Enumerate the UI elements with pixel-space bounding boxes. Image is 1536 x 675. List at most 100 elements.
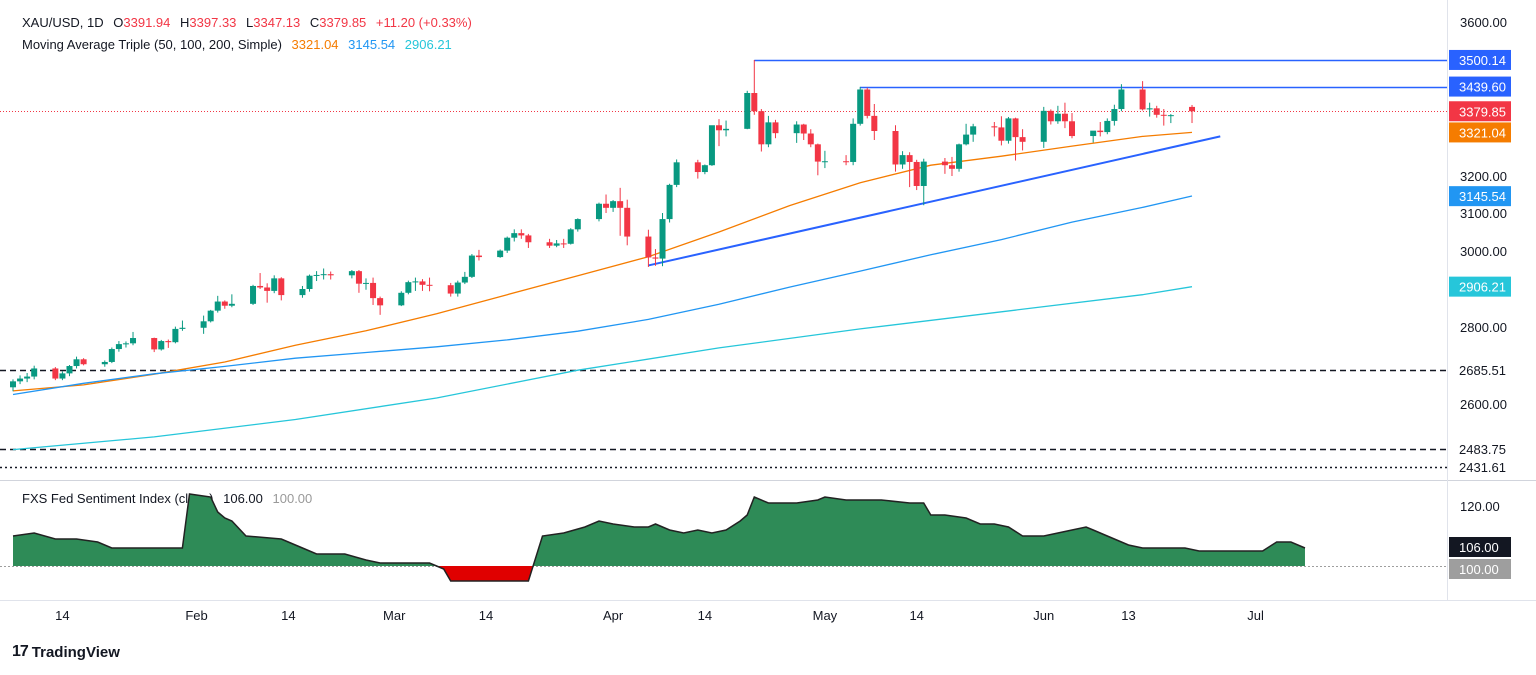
candle xyxy=(1111,104,1118,126)
candle xyxy=(574,218,581,232)
time-tick-label: 14 xyxy=(55,608,69,623)
candle-body xyxy=(864,89,871,116)
high-label: H3397.33 xyxy=(180,15,236,30)
candle-body xyxy=(511,233,518,238)
ma-title[interactable]: Moving Average Triple (50, 100, 200, Sim… xyxy=(22,37,282,52)
ma-line-50 xyxy=(12,131,1193,392)
candle-body xyxy=(1146,108,1153,110)
candle xyxy=(454,280,461,297)
candle xyxy=(398,291,405,307)
candle-body xyxy=(913,161,920,186)
candle xyxy=(913,159,920,191)
price-badge: 2431.61 xyxy=(1448,456,1512,478)
candle-body xyxy=(758,111,765,145)
candle xyxy=(525,233,532,248)
candle xyxy=(1090,130,1097,143)
candle-body xyxy=(998,127,1005,141)
candle-body xyxy=(871,115,878,131)
price-badge: 3500.14 xyxy=(1449,49,1511,70)
candle xyxy=(1118,84,1125,112)
price-badge-bg xyxy=(1449,186,1511,207)
candle-body xyxy=(595,203,602,220)
candle xyxy=(518,229,525,239)
candle-body xyxy=(617,201,624,208)
candle-body xyxy=(1097,130,1104,133)
candle-body xyxy=(892,131,899,165)
price-badge-text: 3379.85 xyxy=(1459,104,1506,119)
candle xyxy=(800,123,807,140)
candle-body xyxy=(130,338,137,344)
candle-body xyxy=(603,203,610,208)
candle-body xyxy=(906,155,913,162)
candle-body xyxy=(271,278,278,291)
price-badge-text: 3439.60 xyxy=(1459,80,1506,95)
candle xyxy=(278,277,285,301)
candle xyxy=(24,372,31,383)
candle xyxy=(412,277,419,291)
symbol-label[interactable]: XAU/USD, 1D xyxy=(22,15,104,30)
indicator-title[interactable]: FXS Fed Sentiment Index (close) xyxy=(22,491,214,506)
candle xyxy=(1012,117,1019,161)
candle xyxy=(405,280,412,295)
candle xyxy=(1040,106,1047,148)
candle-body xyxy=(772,122,779,134)
candle-body xyxy=(793,124,800,134)
candle xyxy=(744,90,751,130)
indicator-value-badge-bg xyxy=(1449,537,1511,557)
time-tick-label: 14 xyxy=(479,608,493,623)
candle xyxy=(228,294,235,308)
price-tick-label: 2800.00 xyxy=(1460,320,1507,335)
price-badge-text: 3500.14 xyxy=(1459,53,1506,68)
candle xyxy=(694,159,701,179)
time-tick-label: May xyxy=(813,608,838,623)
candle-body xyxy=(1111,109,1118,121)
candle-body xyxy=(751,93,758,112)
candle xyxy=(920,158,927,206)
candle xyxy=(370,277,377,305)
candle-body xyxy=(412,281,419,283)
candle-body xyxy=(172,328,179,343)
candle xyxy=(1139,81,1146,111)
indicator-baseline-badge-bg xyxy=(1449,559,1511,579)
candle xyxy=(652,249,659,266)
candle xyxy=(363,278,369,290)
candle-body xyxy=(73,359,80,367)
candle-body xyxy=(108,349,115,362)
candle-body xyxy=(426,284,433,286)
candle xyxy=(843,155,850,166)
candle xyxy=(899,151,906,169)
candle-body xyxy=(17,378,24,382)
candle-body xyxy=(10,381,16,388)
price-badge-text: 3145.54 xyxy=(1459,189,1506,204)
trend-line xyxy=(648,135,1221,267)
candle-body xyxy=(765,122,772,145)
time-tick-label: Mar xyxy=(383,608,406,623)
candle xyxy=(941,158,948,174)
tradingview-logo[interactable]: 17 TradingView xyxy=(12,643,120,661)
candle xyxy=(1061,102,1068,129)
candle xyxy=(257,273,264,289)
price-tick-label: 3200.00 xyxy=(1460,169,1507,184)
candle xyxy=(1153,105,1160,118)
price-badge: 2906.21 xyxy=(1449,276,1511,297)
candle xyxy=(1189,104,1196,124)
price-badge-bg xyxy=(1449,76,1511,97)
candle-body xyxy=(419,281,426,285)
candle xyxy=(617,187,624,236)
candle xyxy=(553,239,560,248)
price-badge-bg xyxy=(1449,101,1511,122)
candle-body xyxy=(518,233,525,236)
candle xyxy=(821,150,828,169)
candle-body xyxy=(1139,89,1146,110)
candle-body xyxy=(59,373,66,379)
candle-body xyxy=(221,301,228,306)
candle-body xyxy=(843,161,850,163)
low-value: 3347.13 xyxy=(253,15,301,30)
candle xyxy=(419,279,426,291)
candle-body xyxy=(52,368,59,379)
candle-body xyxy=(553,243,560,246)
price-badge: 2483.75 xyxy=(1448,438,1512,460)
price-badge: 2685.51 xyxy=(1448,359,1512,381)
candle xyxy=(122,341,129,348)
